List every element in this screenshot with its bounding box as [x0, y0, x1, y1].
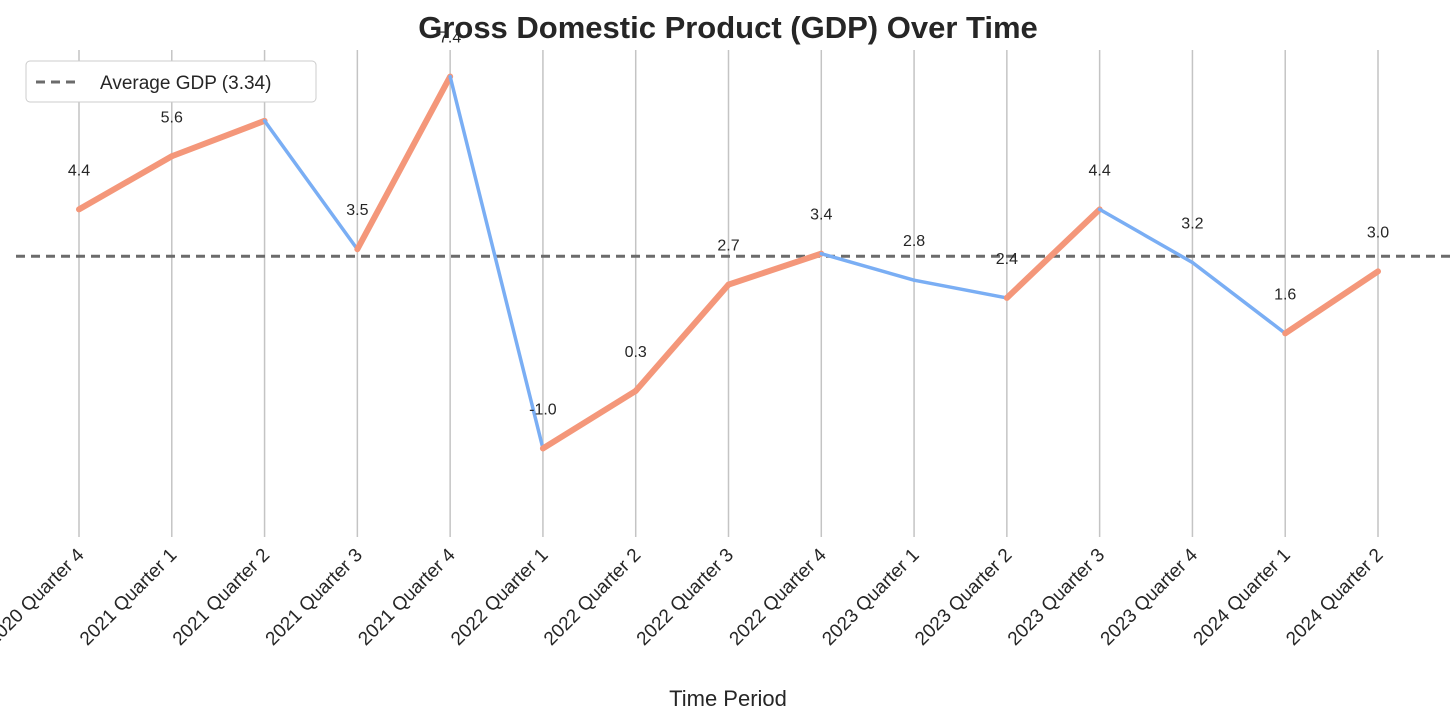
x-tick-label: 2023 Quarter 1 [818, 545, 923, 650]
x-tick-label: 2023 Quarter 2 [911, 545, 1016, 650]
x-tick-label: 2023 Quarter 3 [1004, 545, 1109, 650]
data-label: 3.4 [810, 207, 832, 224]
data-label: 2.4 [996, 251, 1018, 268]
line-segment-increase [1282, 268, 1381, 337]
line-segment-decrease [1097, 207, 1195, 265]
x-tick-label: 2023 Quarter 4 [1097, 544, 1203, 650]
line-segment-decrease [912, 278, 1009, 300]
x-tick-label: 2021 Quarter 2 [169, 545, 274, 650]
line-segment-increase [539, 387, 639, 452]
data-label: 3.0 [1367, 224, 1389, 241]
x-tick-label: 2021 Quarter 1 [76, 545, 181, 650]
data-label: 4.4 [68, 162, 90, 179]
data-label: 7.4 [439, 30, 461, 47]
series-layer [76, 73, 1381, 452]
line-segment-increase [1003, 206, 1103, 301]
data-label: 3.5 [346, 202, 368, 219]
x-tick-label: 2024 Quarter 2 [1282, 545, 1387, 650]
x-tick-label: 2022 Quarter 2 [540, 545, 645, 650]
line-segment-decrease [1190, 260, 1287, 336]
x-tick-label: 2022 Quarter 3 [633, 545, 738, 650]
x-tick-label: 2021 Quarter 4 [354, 544, 460, 650]
x-tick-label: 2022 Quarter 1 [447, 545, 552, 650]
chart-title: Gross Domestic Product (GDP) Over Time [418, 10, 1038, 45]
line-segment-decrease [819, 251, 916, 282]
line-segment-increase [354, 73, 454, 253]
data-label: 4.4 [1089, 162, 1111, 179]
x-tick-label: 2020 Quarter 4 [0, 544, 89, 650]
data-label: 2.8 [903, 233, 925, 250]
data-label: 3.2 [1181, 216, 1203, 233]
legend-average-label: Average GDP (3.34) [100, 73, 271, 94]
x-tick-label: 2022 Quarter 4 [726, 544, 832, 650]
line-segment-increase [632, 281, 732, 394]
x-axis-label: Time Period [669, 686, 787, 711]
data-label: 2.7 [717, 238, 739, 255]
grid-layer [78, 50, 1379, 537]
data-label: 0.3 [625, 344, 647, 361]
data-label: -1.0 [529, 401, 557, 418]
data-label: 5.6 [161, 109, 183, 126]
legend: Average GDP (3.34) [25, 60, 317, 103]
data-label: 1.6 [1274, 286, 1296, 303]
line-segment-decrease [448, 74, 545, 451]
line-segment-decrease [262, 119, 360, 251]
line-segment-increase [725, 250, 825, 288]
line-segment-increase [168, 117, 268, 160]
line-segment-increase [76, 153, 175, 213]
x-tick-label: 2024 Quarter 1 [1190, 545, 1295, 650]
legend-box [25, 60, 317, 103]
x-tick-label: 2021 Quarter 3 [262, 545, 367, 650]
